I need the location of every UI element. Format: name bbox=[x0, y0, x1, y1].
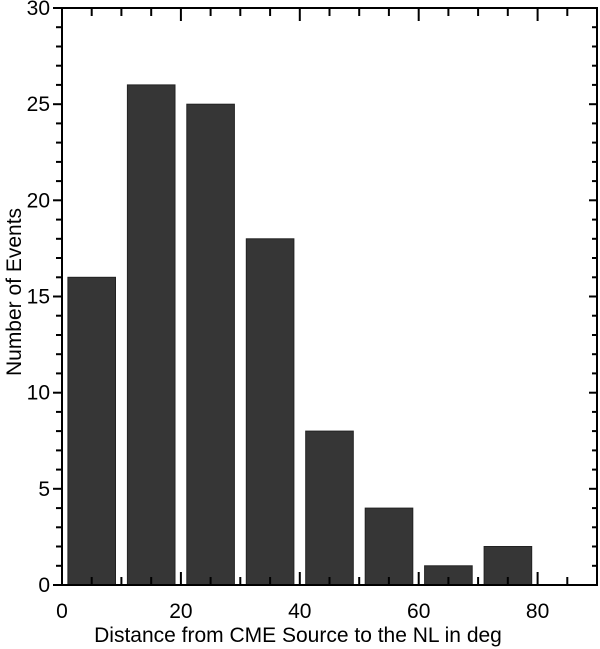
y-tick-label: 30 bbox=[27, 0, 50, 20]
x-tick-label: 60 bbox=[407, 600, 430, 623]
ticks-layer bbox=[53, 7, 598, 586]
y-tick-label: 15 bbox=[27, 286, 50, 309]
x-tick-label: 20 bbox=[169, 600, 192, 623]
histogram-bar bbox=[245, 238, 295, 586]
histogram-bar bbox=[67, 276, 116, 586]
y-tick-label: 0 bbox=[38, 574, 50, 597]
bars-layer bbox=[67, 84, 533, 586]
y-tick-label: 20 bbox=[27, 189, 50, 212]
histogram-bar bbox=[126, 84, 176, 586]
x-tick-label: 0 bbox=[56, 600, 68, 623]
histogram-bar bbox=[186, 103, 235, 586]
x-tick-label: 80 bbox=[526, 600, 549, 623]
y-axis-title: Number of Events bbox=[3, 208, 26, 376]
x-axis-title: Distance from CME Source to the NL in de… bbox=[94, 624, 502, 647]
histogram-bar bbox=[364, 507, 414, 586]
histogram-bar bbox=[305, 430, 354, 586]
x-tick-label: 40 bbox=[288, 600, 311, 623]
y-tick-label: 5 bbox=[38, 478, 50, 501]
tick-labels-layer: 0 20 40 60 80 0 5 10 15 20 25 30 bbox=[27, 0, 550, 623]
y-tick-label: 10 bbox=[27, 382, 50, 405]
y-tick-label: 25 bbox=[27, 93, 50, 116]
